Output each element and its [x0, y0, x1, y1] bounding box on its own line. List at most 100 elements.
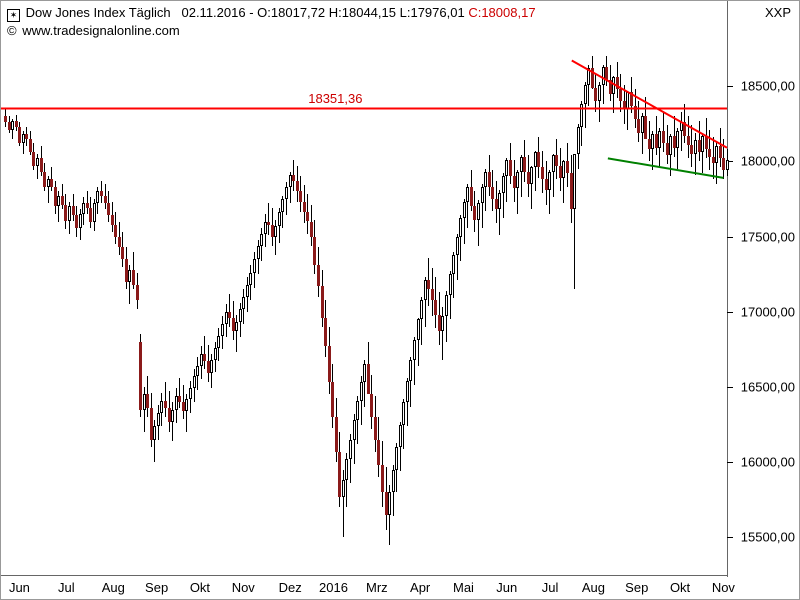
candle-body [200, 354, 203, 366]
candle-body [399, 425, 402, 448]
chart-header: ✶ Dow Jones Index Täglich 02.11.2016 - O… [7, 5, 536, 21]
candle-body [722, 158, 725, 169]
y-axis-label: 17000,00 [741, 304, 795, 319]
candle-body [374, 417, 377, 440]
ohlc-open-label: O: [257, 5, 271, 20]
candle-body [658, 131, 661, 148]
candle-body [353, 420, 356, 440]
candle-body [637, 119, 640, 133]
candle-body [619, 89, 622, 101]
candle-body [111, 215, 114, 224]
candle-body [278, 212, 281, 226]
x-axis-label: Sep [145, 580, 168, 595]
candle-body [292, 175, 295, 181]
x-axis-label: Apr [410, 580, 430, 595]
x-axis-label: Aug [582, 580, 605, 595]
candle-wick [681, 112, 682, 151]
ohlc-high-label: H: [329, 5, 342, 20]
candle-body [509, 160, 512, 177]
candle-body [153, 426, 156, 440]
candle-body [189, 388, 192, 399]
candle-body [242, 297, 245, 309]
plot-area[interactable]: 15500,0016000,0016500,0017000,0017500,00… [1, 1, 800, 600]
candle-body [257, 246, 260, 260]
y-axis-tick [727, 387, 733, 388]
candle-body [698, 140, 701, 152]
candle-body [114, 225, 117, 237]
candle-body [377, 440, 380, 466]
candle-body [157, 413, 160, 427]
candle-body [466, 187, 469, 202]
candle-body [534, 152, 537, 167]
candle-body [388, 492, 391, 515]
candle-body [356, 401, 359, 421]
candle-body [641, 116, 644, 133]
ohlc-low: 17976,01 [410, 5, 464, 20]
candle-body [104, 196, 107, 204]
candle-body [669, 136, 672, 156]
candle-body [18, 127, 21, 144]
candle-body [182, 402, 185, 411]
x-axis-label: Nov [712, 580, 735, 595]
candle-body [616, 77, 619, 89]
candle-body [143, 394, 146, 409]
candle-body [210, 360, 213, 374]
candle-body [505, 160, 508, 177]
candle-body [523, 157, 526, 172]
x-axis-label: Dez [279, 580, 302, 595]
candle-body [303, 202, 306, 213]
ohlc-high: 18044,15 [342, 5, 396, 20]
candle-body [488, 172, 491, 187]
x-axis-label: Sep [625, 580, 648, 595]
candle-body [392, 470, 395, 493]
candle-body [8, 122, 11, 130]
candle-body [360, 382, 363, 400]
candle-body [125, 259, 128, 282]
y-axis-label: 16500,00 [741, 379, 795, 394]
candle-body [555, 155, 558, 166]
candle-wick [236, 315, 237, 353]
candle-body [342, 480, 345, 497]
candle-body [40, 158, 43, 172]
candle-body [310, 222, 313, 237]
candle-body [47, 179, 50, 187]
candle-body [22, 134, 25, 143]
candle-wick [229, 294, 230, 327]
candle-body [520, 157, 523, 172]
candle-body [50, 179, 53, 187]
candle-body [29, 139, 32, 153]
x-axis-label: Jul [58, 580, 75, 595]
candle-body [196, 366, 199, 377]
candle-body [473, 206, 476, 220]
candle-body [285, 187, 288, 199]
candle-body [367, 364, 370, 394]
candle-body [662, 131, 665, 143]
candle-body [228, 312, 231, 318]
chart-date: 02.11.2016 [181, 5, 245, 20]
chart-symbol-icon: ✶ [7, 9, 20, 22]
candle-body [680, 122, 683, 131]
candle-body [648, 139, 651, 150]
candle-body [32, 152, 35, 166]
candle-body [289, 175, 292, 187]
candle-body [498, 193, 501, 210]
y-axis-tick [727, 237, 733, 238]
candle-body [317, 265, 320, 286]
candle-body [481, 187, 484, 204]
candle-body [25, 134, 28, 139]
candle-body [441, 316, 444, 331]
x-axis-label: Nov [232, 580, 255, 595]
candle-body [687, 136, 690, 145]
candle-body [484, 172, 487, 187]
candle-body [712, 157, 715, 163]
candle-body [363, 364, 366, 382]
candle-body [406, 381, 409, 402]
y-axis-label: 17500,00 [741, 229, 795, 244]
candle-body [431, 289, 434, 300]
x-axis-label: Jun [9, 580, 30, 595]
chart-title: Dow Jones Index Täglich [26, 5, 171, 20]
candle-body [630, 92, 633, 106]
candle-body [452, 255, 455, 275]
candle-body [221, 324, 224, 336]
y-axis-label: 18000,00 [741, 154, 795, 169]
